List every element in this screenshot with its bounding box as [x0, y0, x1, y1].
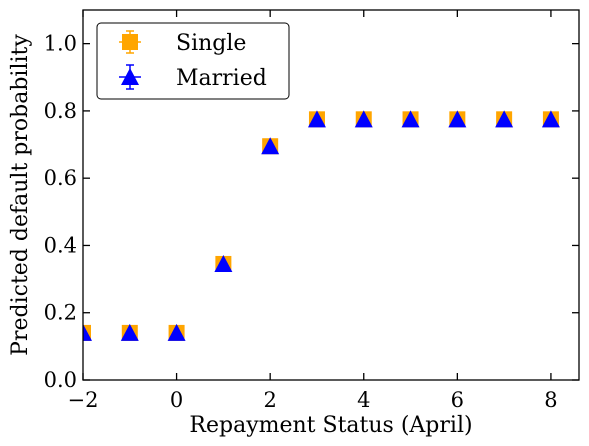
- data-point-married: [401, 110, 420, 128]
- data-point-married: [214, 254, 233, 272]
- x-axis-label: Repayment Status (April): [189, 413, 472, 438]
- legend-frame: [96, 22, 290, 100]
- legend-label-married: Married: [176, 66, 267, 91]
- y-tick-label: 0.6: [44, 166, 77, 190]
- plot-area: [83, 110, 560, 341]
- legend-marker-married: [119, 64, 141, 90]
- y-tick-label: 0.8: [44, 99, 77, 123]
- data-point-married: [307, 110, 326, 128]
- x-tick-label: 6: [451, 388, 464, 412]
- y-tick-label: 0.2: [44, 301, 77, 325]
- legend-label-single: Single: [176, 31, 246, 56]
- data-point-married: [448, 110, 467, 128]
- data-point-married: [261, 137, 280, 155]
- x-tick-label: −2: [68, 388, 99, 412]
- data-point-married: [83, 323, 92, 341]
- x-tick-label: 8: [544, 388, 557, 412]
- axis-ticks: 0.0 0.2 0.4 0.6 0.8 1.0 −2 0 2 4 6 8: [44, 10, 579, 412]
- y-tick-label: 1.0: [44, 32, 77, 56]
- x-tick-label: 0: [170, 388, 183, 412]
- data-point-married: [495, 110, 514, 128]
- data-point-married: [167, 323, 186, 341]
- data-point-married: [120, 323, 139, 341]
- data-point-married: [354, 110, 373, 128]
- y-axis-label: Predicted default probability: [8, 34, 33, 356]
- x-tick-label: 4: [357, 388, 370, 412]
- legend: Single Married: [96, 22, 290, 100]
- legend-marker-single: [119, 30, 141, 54]
- y-tick-label: 0.4: [44, 233, 77, 257]
- x-tick-label: 2: [263, 388, 276, 412]
- y-tick-label: 0.0: [44, 368, 77, 392]
- data-point-married: [541, 110, 560, 128]
- plot-frame: [82, 9, 580, 381]
